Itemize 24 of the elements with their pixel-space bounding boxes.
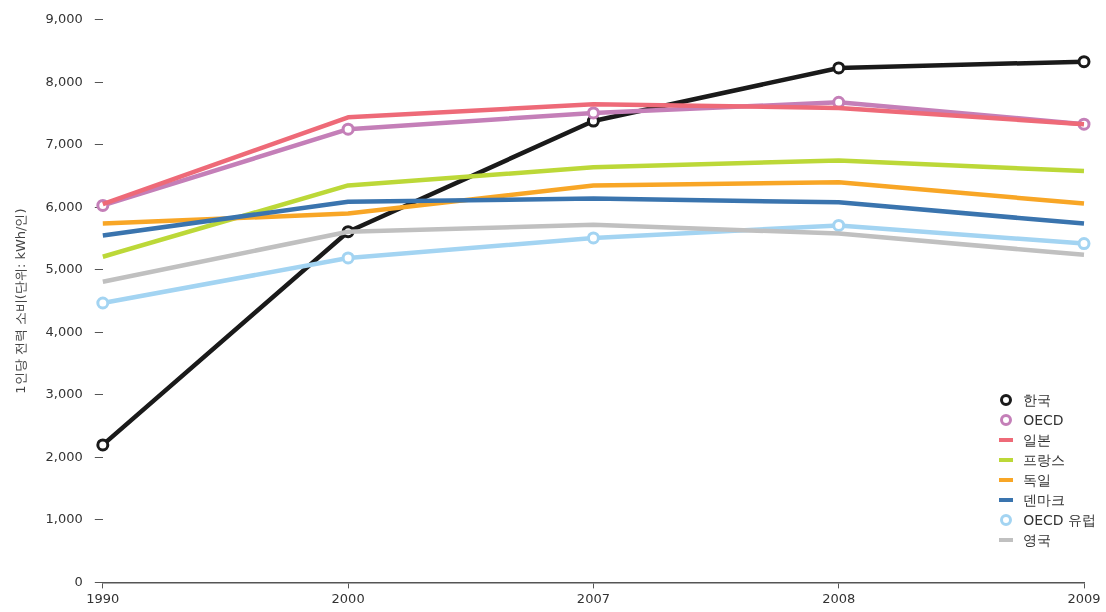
y-tick-label: 6,000 xyxy=(45,198,83,214)
y-axis-title: 1인당 전력 소비(단위: kWh/인) xyxy=(13,208,29,394)
x-tick-label: 2000 xyxy=(331,590,365,606)
legend-label: 한국 xyxy=(1023,391,1052,410)
y-tick-label: 9,000 xyxy=(45,11,83,27)
y-tick-label: 3,000 xyxy=(45,386,83,402)
x-tick-label: 2007 xyxy=(576,590,610,606)
legend-label: 일본 xyxy=(1023,431,1052,450)
legend-label: 독일 xyxy=(1023,471,1052,490)
y-tick-label: 1,000 xyxy=(45,511,83,527)
y-tick-label: 7,000 xyxy=(45,136,83,152)
y-tick-label: 0 xyxy=(74,573,83,589)
y-tick-label: 2,000 xyxy=(45,448,83,464)
legend-label: OECD 유럽 xyxy=(1023,511,1096,530)
y-tick-label: 4,000 xyxy=(45,323,83,339)
x-tick-label: 2009 xyxy=(1067,590,1101,606)
x-tick-label: 2008 xyxy=(822,590,856,606)
y-tick-label: 5,000 xyxy=(45,261,83,277)
x-tick-label: 1990 xyxy=(86,590,120,606)
legend-label: OECD xyxy=(1023,411,1064,430)
legend-label: 덴마크 xyxy=(1023,491,1066,510)
y-tick-label: 8,000 xyxy=(45,73,83,89)
legend-label: 프랑스 xyxy=(1023,451,1066,470)
legend-label: 영국 xyxy=(1023,531,1052,550)
